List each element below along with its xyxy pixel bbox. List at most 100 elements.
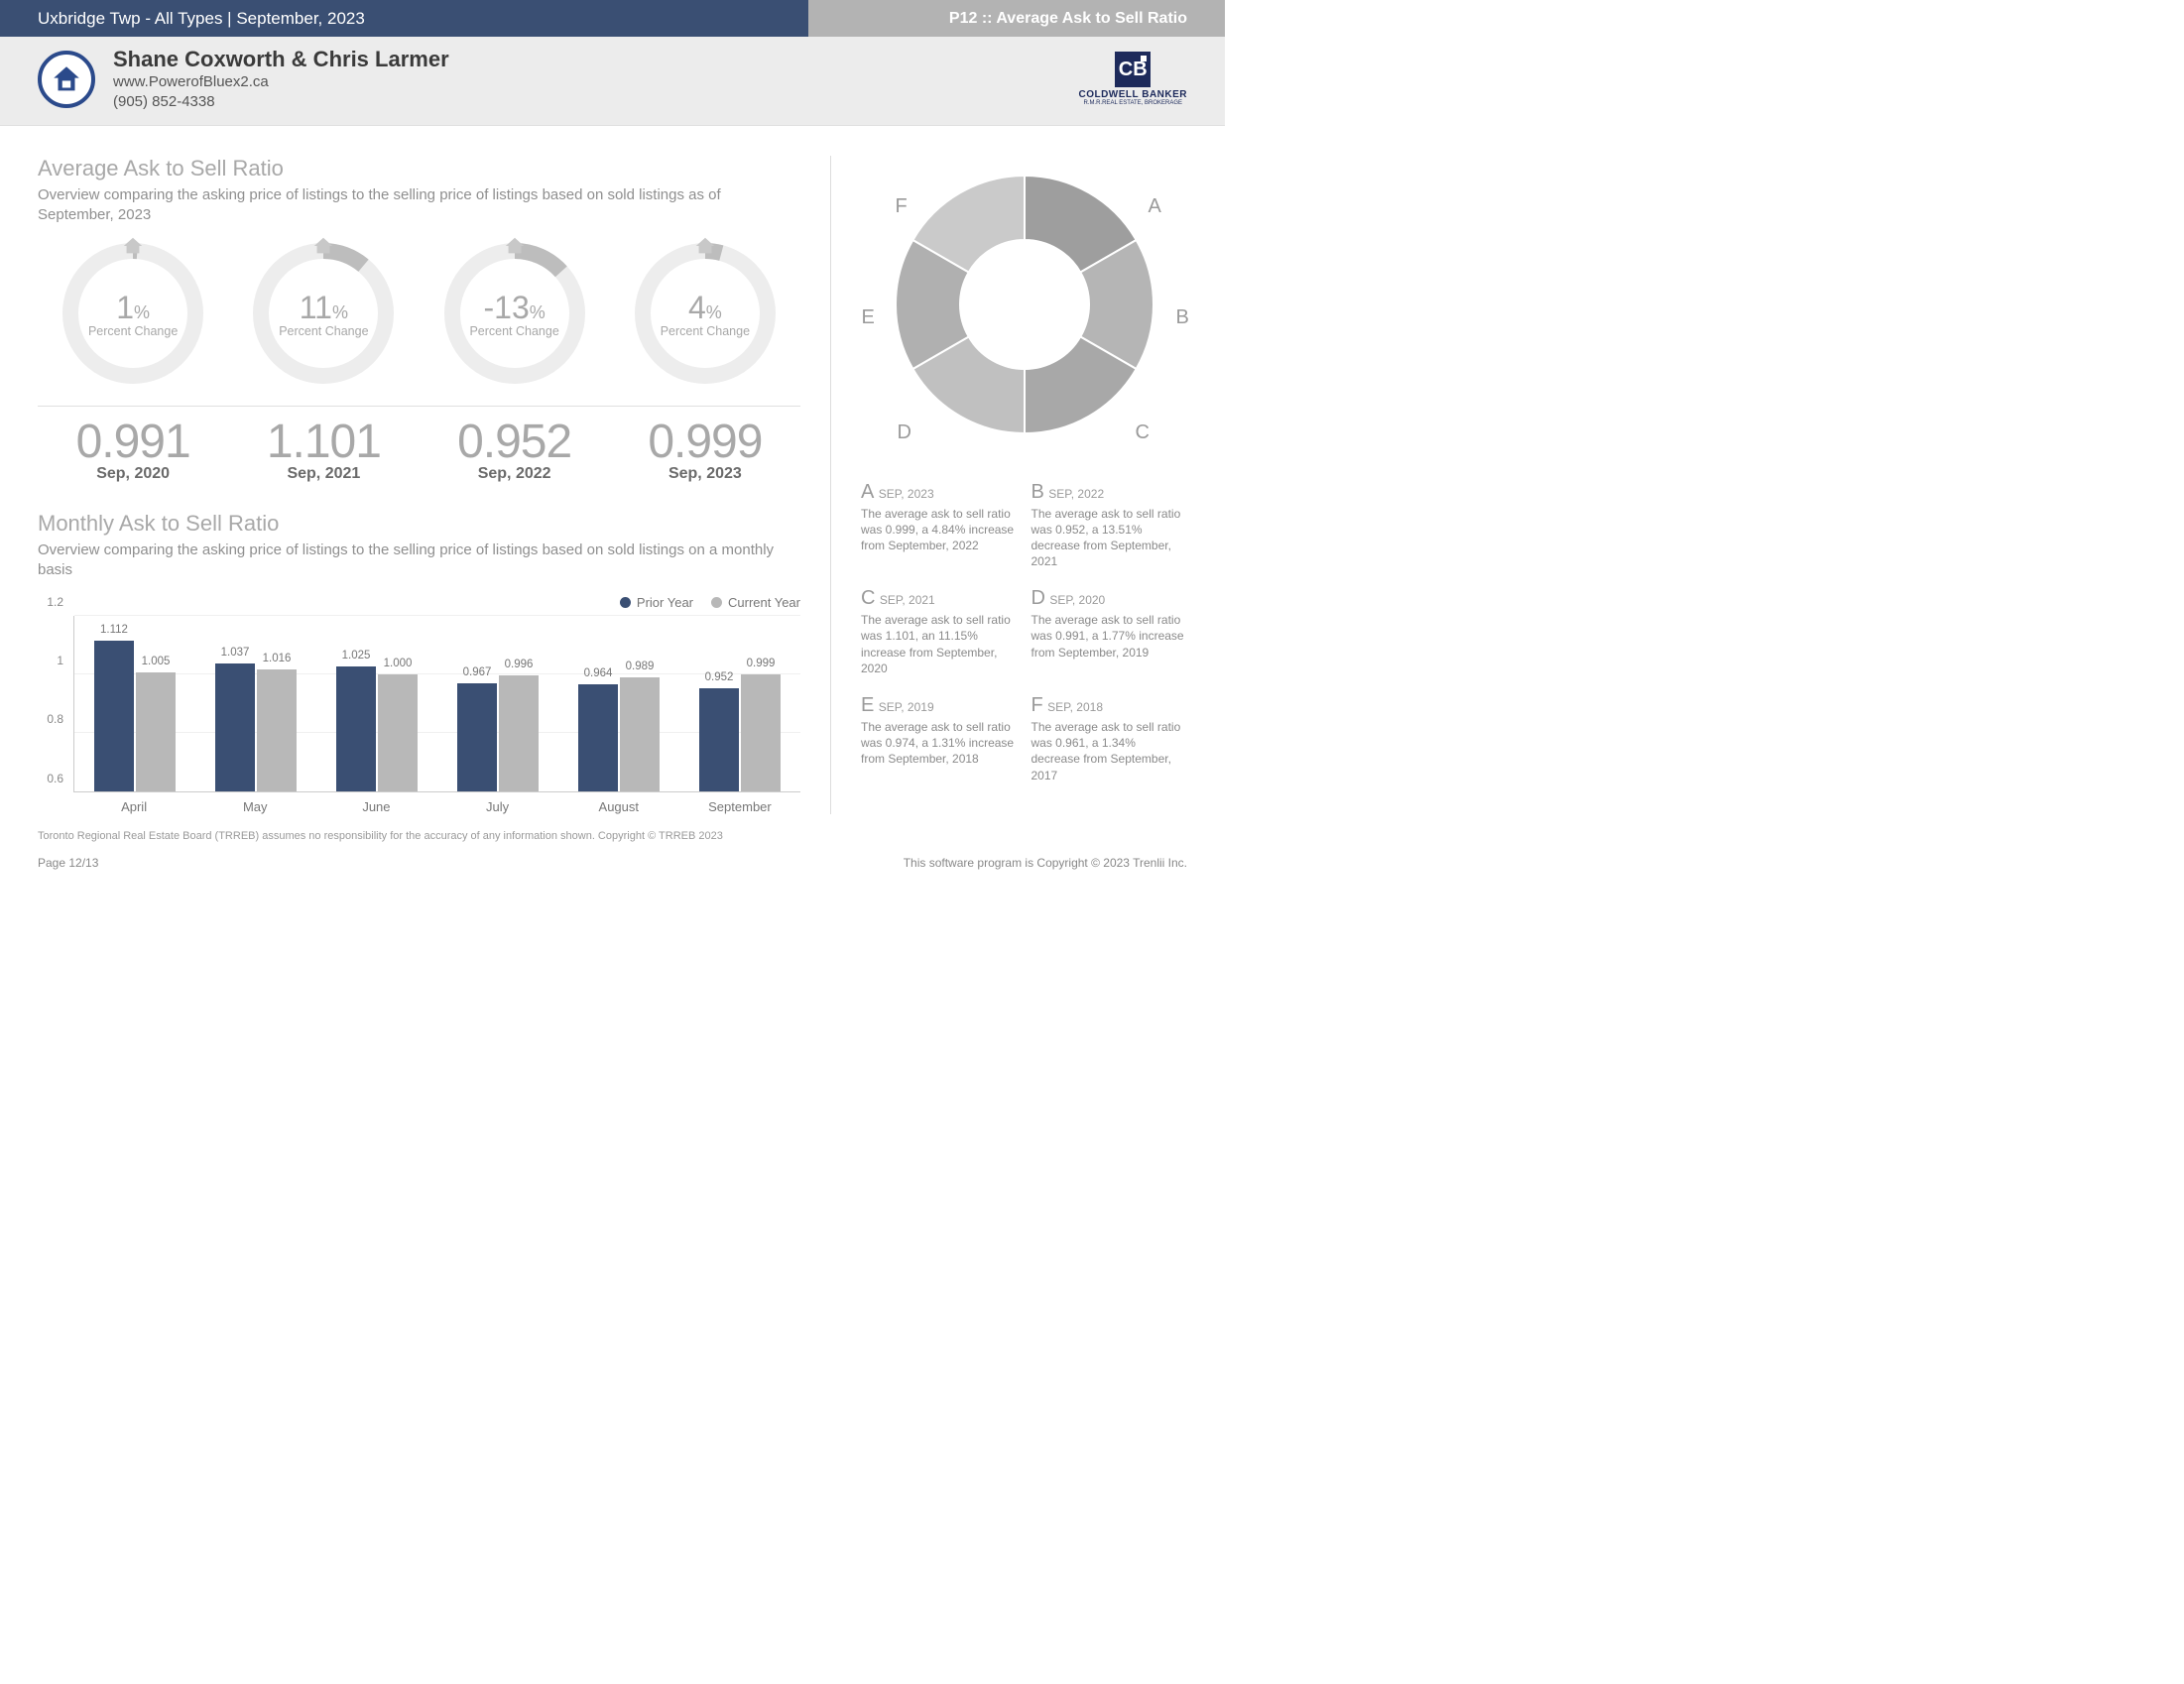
month-group: 1.1121.005 xyxy=(74,616,195,791)
donut-label: B xyxy=(1176,306,1189,329)
agent-logo-icon xyxy=(38,51,95,108)
bar-prior: 0.967 xyxy=(457,683,497,790)
big-number-cell: 0.999Sep, 2023 xyxy=(610,415,800,483)
bar-label: 0.967 xyxy=(463,666,492,678)
copyright: This software program is Copyright © 202… xyxy=(904,856,1187,870)
big-date: Sep, 2021 xyxy=(228,465,419,483)
note-head: E SEP, 2019 xyxy=(861,694,1018,717)
gauge-label: Percent Change xyxy=(279,324,368,338)
x-label: June xyxy=(315,799,436,814)
avg-ratio-sub: Overview comparing the asking price of l… xyxy=(38,185,791,226)
note: E SEP, 2019The average ask to sell ratio… xyxy=(861,694,1018,783)
legend-prior: Prior Year xyxy=(620,595,693,610)
donut-label: E xyxy=(862,306,875,329)
note-head: A SEP, 2023 xyxy=(861,481,1018,504)
bar-current: 1.005 xyxy=(136,672,176,790)
bar-label: 0.964 xyxy=(584,667,613,679)
y-tick: 0.6 xyxy=(47,772,63,785)
gauge-cell: 11% Percent Change xyxy=(228,239,419,388)
bar-legend: Prior Year Current Year xyxy=(38,595,800,610)
month-group: 0.9520.999 xyxy=(679,616,800,791)
bar-current: 1.016 xyxy=(257,669,297,791)
bar-chart: 0.60.811.2 1.1121.0051.0371.0161.0251.00… xyxy=(38,616,800,814)
donut-label: D xyxy=(898,421,911,444)
donut-label: C xyxy=(1136,421,1150,444)
gauge: -13% Percent Change xyxy=(440,239,589,388)
gauge-pct: 11% xyxy=(300,290,348,326)
note: B SEP, 2022The average ask to sell ratio… xyxy=(1031,481,1188,570)
big-value: 0.999 xyxy=(610,415,800,469)
note: C SEP, 2021The average ask to sell ratio… xyxy=(861,587,1018,676)
big-date: Sep, 2020 xyxy=(38,465,228,483)
gauge-cell: 4% Percent Change xyxy=(610,239,800,388)
bar-current: 0.999 xyxy=(741,674,781,791)
agent-bar: Shane Coxworth & Chris Larmer www.Powero… xyxy=(0,37,1225,126)
bar-prior: 1.025 xyxy=(336,666,376,790)
note: F SEP, 2018The average ask to sell ratio… xyxy=(1031,694,1188,783)
legend-prior-label: Prior Year xyxy=(637,595,693,610)
bar-prior: 1.037 xyxy=(215,663,255,791)
notes-grid: A SEP, 2023 The average ask to sell ratio… xyxy=(861,481,1187,783)
donut-chart: ABCDEF xyxy=(876,156,1173,453)
divider xyxy=(38,406,800,407)
gauge: 1% Percent Change xyxy=(59,239,207,388)
disclaimer: Toronto Regional Real Estate Board (TRRE… xyxy=(38,830,1187,842)
note-body: The average ask to sell ratio was 0.961,… xyxy=(1031,719,1188,783)
y-tick: 1 xyxy=(57,654,63,667)
bar-prior: 1.112 xyxy=(94,641,134,790)
y-tick: 0.8 xyxy=(47,712,63,726)
gauge-pct: -13% xyxy=(483,290,545,326)
gauge: 4% Percent Change xyxy=(631,239,780,388)
bar-prior: 0.964 xyxy=(578,684,618,790)
big-value: 0.952 xyxy=(420,415,610,469)
month-group: 0.967 0.996 xyxy=(437,616,558,791)
legend-current: Current Year xyxy=(711,595,800,610)
note: D SEP, 2020The average ask to sell ratio… xyxy=(1031,587,1188,676)
donut-label: F xyxy=(896,195,908,218)
bar-label: 0.996 xyxy=(505,659,534,670)
bar-current: 0.989 xyxy=(620,677,660,791)
x-label: August xyxy=(558,799,679,814)
gauge-pct: 4% xyxy=(688,290,722,326)
legend-current-label: Current Year xyxy=(728,595,800,610)
agent-phone: (905) 852-4338 xyxy=(113,92,1078,112)
gauges-row: 1% Percent Change 11% Percent Change -13… xyxy=(38,239,800,388)
note-head: D SEP, 2020 xyxy=(1031,587,1188,610)
big-number-cell: 0.991Sep, 2020 xyxy=(38,415,228,483)
gauge-label: Percent Change xyxy=(469,324,558,338)
x-label: September xyxy=(679,799,800,814)
brand-name: COLDWELL BANKER xyxy=(1078,89,1187,100)
gauge-pct: 1% xyxy=(116,290,150,326)
month-group: 0.9640.989 xyxy=(558,616,679,791)
big-date: Sep, 2023 xyxy=(610,465,800,483)
note-head: F SEP, 2018 xyxy=(1031,694,1188,717)
brand-block: CB COLDWELL BANKER R.M.R.REAL ESTATE, BR… xyxy=(1078,52,1187,107)
note-body: The average ask to sell ratio was 1.101,… xyxy=(861,612,1018,676)
bar-label: 0.952 xyxy=(705,671,734,683)
footer: Toronto Regional Real Estate Board (TRRE… xyxy=(0,824,1225,888)
month-group: 1.0371.016 xyxy=(195,616,316,791)
big-value: 0.991 xyxy=(38,415,228,469)
bar-current: 1.000 xyxy=(378,674,418,791)
monthly-sub: Overview comparing the asking price of l… xyxy=(38,541,791,581)
header-bar: Uxbridge Twp - All Types | September, 20… xyxy=(0,0,1225,37)
big-number-cell: 0.952Sep, 2022 xyxy=(420,415,610,483)
donut-label: A xyxy=(1149,195,1161,218)
header-title-right: P12 :: Average Ask to Sell Ratio xyxy=(808,0,1225,37)
page-number: Page 12/13 xyxy=(38,856,98,870)
x-label: April xyxy=(73,799,194,814)
bar-label: 1.016 xyxy=(263,653,292,664)
bar-label: 0.989 xyxy=(626,661,655,672)
bar-label: 0.999 xyxy=(747,658,776,669)
bar-prior: 0.952 xyxy=(699,688,739,791)
agent-name: Shane Coxworth & Chris Larmer xyxy=(113,47,1078,72)
big-date: Sep, 2022 xyxy=(420,465,610,483)
gauge: 11% Percent Change xyxy=(249,239,398,388)
gauge-cell: 1% Percent Change xyxy=(38,239,228,388)
big-value: 1.101 xyxy=(228,415,419,469)
brand-logo-icon: CB xyxy=(1115,52,1151,87)
note-body: The average ask to sell ratio was 0.952,… xyxy=(1031,506,1188,570)
x-label: July xyxy=(437,799,558,814)
agent-url: www.PowerofBluex2.ca xyxy=(113,72,1078,92)
gauge-label: Percent Change xyxy=(88,324,178,338)
